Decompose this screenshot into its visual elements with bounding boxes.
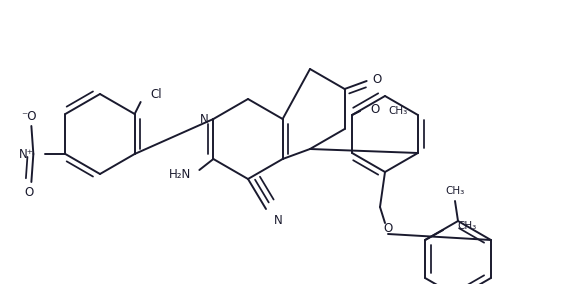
- Text: N: N: [274, 214, 283, 227]
- Text: N⁺: N⁺: [18, 147, 33, 160]
- Text: O: O: [25, 185, 34, 199]
- Text: CH₃: CH₃: [457, 221, 476, 231]
- Text: O: O: [372, 72, 381, 85]
- Text: H₂N: H₂N: [169, 168, 191, 181]
- Text: N: N: [200, 112, 208, 126]
- Text: CH₃: CH₃: [388, 106, 407, 116]
- Text: O: O: [370, 103, 379, 116]
- Text: Cl: Cl: [151, 87, 162, 101]
- Text: O: O: [383, 222, 393, 235]
- Text: ⁻O: ⁻O: [22, 110, 37, 122]
- Text: CH₃: CH₃: [445, 186, 465, 196]
